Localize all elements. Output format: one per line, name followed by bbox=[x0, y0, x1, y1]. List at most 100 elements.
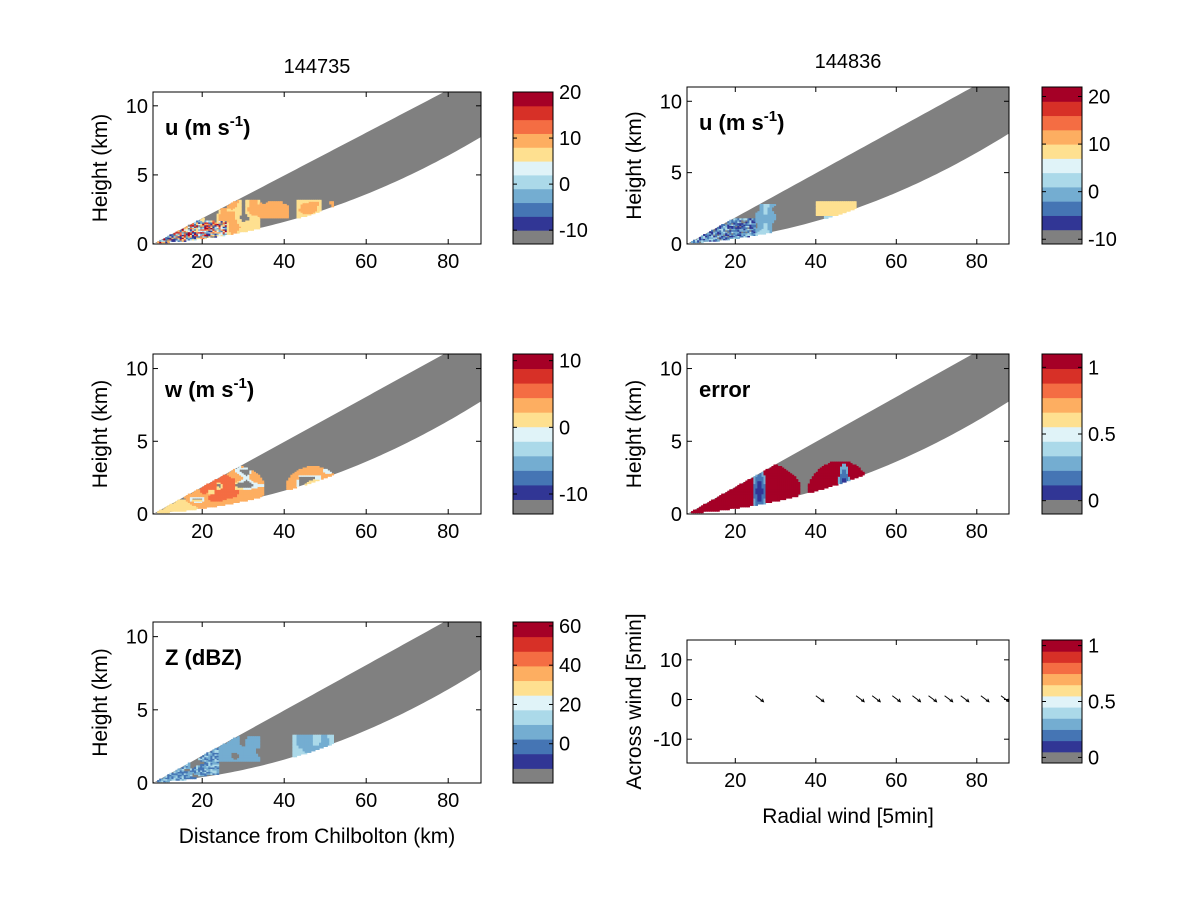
panel-u-right: 20 40 60 80 0 5 10 Height (km) 144836 u (m s-1) -1… bbox=[623, 51, 1117, 273]
x-tick-label: 40 bbox=[805, 521, 827, 543]
x-tick-label: 40 bbox=[273, 521, 295, 543]
colorbar-tick-label: 20 bbox=[559, 82, 581, 104]
colorbar-swatch bbox=[513, 216, 553, 231]
colorbar-tick-label: 1 bbox=[1088, 636, 1099, 658]
x-tick-label: 40 bbox=[273, 790, 295, 812]
x-tick-label: 40 bbox=[273, 251, 295, 273]
x-tick-label: 20 bbox=[724, 251, 746, 273]
x-tick-label: 60 bbox=[355, 790, 377, 812]
colorbar: 00.51 bbox=[1041, 636, 1116, 769]
colorbar-tick-label: 0 bbox=[559, 174, 570, 196]
wind-vector-8 bbox=[960, 695, 970, 703]
colorbar-swatch bbox=[1042, 651, 1082, 663]
field-annotation: w (m s-1) bbox=[164, 375, 254, 402]
colorbar-swatch bbox=[1042, 172, 1082, 188]
colorbar-swatch bbox=[513, 105, 553, 121]
colorbar-swatch bbox=[513, 680, 553, 696]
wind-vectors bbox=[755, 695, 1009, 703]
colorbar: -10 0 10 20 bbox=[1041, 86, 1117, 251]
panel-title: 144836 bbox=[815, 51, 882, 73]
colorbar-swatch bbox=[1042, 87, 1082, 102]
y-tick-label: 10 bbox=[660, 91, 682, 113]
colorbar-swatch bbox=[513, 230, 553, 245]
x-axis-label: Distance from Chilbolton (km) bbox=[179, 825, 456, 848]
colorbar-tick-label: 0.5 bbox=[1088, 424, 1116, 446]
plot-area bbox=[755, 695, 1009, 703]
wind-vector-7 bbox=[944, 695, 953, 703]
colorbar: -10 0 10 bbox=[512, 351, 588, 515]
colorbar-swatch bbox=[513, 768, 553, 784]
colorbar-swatch bbox=[1042, 101, 1082, 117]
colorbar-swatch bbox=[1042, 368, 1082, 384]
wind-vector-1 bbox=[815, 695, 825, 703]
colorbar: -10 0 10 20 bbox=[512, 82, 588, 245]
colorbar-tick-label: 0 bbox=[559, 417, 570, 439]
colorbar-swatch bbox=[1042, 740, 1082, 753]
axes-frame bbox=[152, 621, 482, 784]
colorbar-tick-label: 0 bbox=[559, 734, 570, 756]
y-tick-label: 10 bbox=[126, 96, 148, 118]
colorbar-swatch bbox=[1042, 186, 1082, 202]
y-tick-label: 0 bbox=[137, 504, 148, 526]
x-tick-label: 80 bbox=[966, 521, 988, 543]
colorbar-swatch bbox=[513, 368, 553, 384]
field-annotation: u (m s-1) bbox=[165, 113, 250, 140]
colorbar-swatch bbox=[513, 636, 553, 652]
colorbar-swatch bbox=[513, 161, 553, 176]
colorbar-swatch bbox=[1042, 499, 1082, 515]
colorbar-swatch bbox=[1042, 229, 1082, 245]
colorbar-swatch bbox=[513, 499, 553, 515]
colorbar-swatch bbox=[1042, 729, 1082, 742]
x-tick-label: 60 bbox=[885, 251, 907, 273]
colorbar-swatch bbox=[513, 354, 553, 370]
y-axis-label: Height (km) bbox=[89, 648, 112, 757]
wind-vector-4 bbox=[891, 695, 901, 703]
colorbar-swatch bbox=[513, 753, 553, 769]
colorbar-tick-label: 0 bbox=[1088, 491, 1099, 513]
colorbar: 00.51 bbox=[1041, 353, 1116, 515]
x-tick-label: 20 bbox=[724, 770, 746, 792]
colorbar-swatch bbox=[1042, 144, 1082, 159]
wind-vector-9 bbox=[980, 695, 990, 703]
colorbar-swatch bbox=[1042, 707, 1082, 719]
x-tick-label: 80 bbox=[437, 790, 459, 812]
colorbar-swatch bbox=[513, 739, 553, 755]
y-tick-label: 0 bbox=[671, 690, 682, 712]
plot-area bbox=[153, 622, 481, 783]
colorbar-swatch bbox=[1042, 397, 1082, 413]
y-tick-label: 0 bbox=[137, 773, 148, 795]
y-axis-label: Across wind [5min] bbox=[623, 613, 646, 789]
colorbar-tick-label: 60 bbox=[559, 616, 581, 638]
field-annotation: u (m s-1) bbox=[699, 108, 784, 135]
y-tick-label: 10 bbox=[660, 650, 682, 672]
y-tick-label: 5 bbox=[137, 165, 148, 187]
x-tick-label: 40 bbox=[805, 251, 827, 273]
colorbar-tick-label: 1 bbox=[1088, 357, 1099, 379]
x-tick-label: 80 bbox=[966, 770, 988, 792]
colorbar-swatch bbox=[513, 147, 553, 162]
colorbar-swatch bbox=[1042, 695, 1082, 708]
plot-area bbox=[153, 92, 481, 244]
y-tick-label: 0 bbox=[137, 234, 148, 256]
colorbar-tick-label: 20 bbox=[1088, 87, 1110, 109]
y-axis-label: Height (km) bbox=[623, 111, 646, 220]
colorbar-swatch bbox=[1042, 426, 1082, 442]
colorbar-swatch bbox=[513, 397, 553, 413]
colorbar-swatch bbox=[1042, 215, 1082, 231]
axes-frame bbox=[686, 639, 1010, 764]
axes-frame bbox=[686, 86, 1010, 245]
colorbar-swatch bbox=[513, 709, 553, 725]
wind-vector-10 bbox=[1000, 695, 1009, 703]
colorbar-swatch bbox=[1042, 115, 1082, 131]
y-axis-label: Height (km) bbox=[89, 380, 112, 489]
field-cells bbox=[691, 461, 865, 514]
colorbar-swatch bbox=[1042, 640, 1082, 652]
x-tick-label: 20 bbox=[191, 790, 213, 812]
colorbar-swatch bbox=[513, 202, 553, 217]
colorbar-swatch bbox=[1042, 673, 1082, 686]
colorbar-swatch bbox=[1042, 470, 1082, 486]
colorbar-tick-label: 10 bbox=[559, 128, 581, 150]
field-cells bbox=[157, 734, 334, 783]
colorbar: 0 20 40 60 bbox=[512, 616, 581, 784]
